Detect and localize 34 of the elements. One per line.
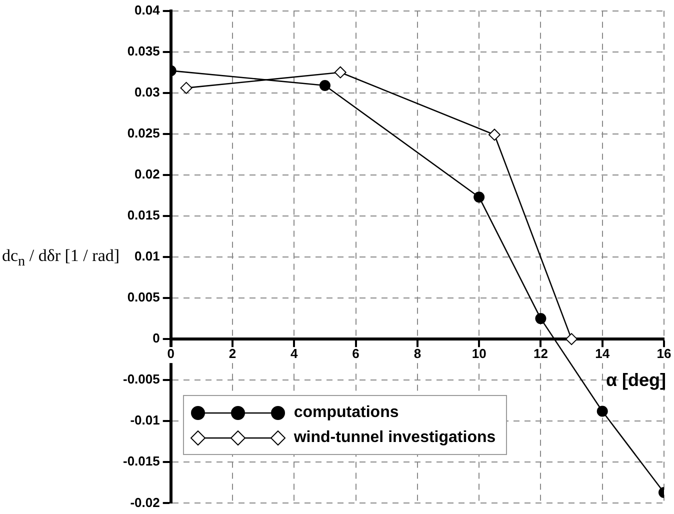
legend-label: wind-tunnel investigations (294, 428, 496, 447)
y-tick-label: 0 (152, 330, 160, 346)
x-axis-title: α [deg] (606, 370, 666, 390)
point (535, 313, 546, 324)
x-tick-label: 12 (533, 346, 548, 362)
y-tick-label: 0.02 (134, 166, 160, 182)
x-tick-label: 8 (414, 346, 422, 362)
x-tick-label: 14 (595, 346, 610, 362)
y-tick-label: 0.015 (127, 208, 160, 223)
y-tick-label: -0.01 (130, 412, 160, 428)
y-tick-label: -0.02 (130, 494, 160, 510)
x-tick-label: 2 (228, 346, 236, 362)
x-tick-label: 0 (167, 346, 174, 362)
y-tick-label: 0.03 (134, 84, 160, 100)
x-tick-label: 6 (352, 346, 360, 362)
y-axis-title: dc$_{n}$ / dδr [1 / rad] (2, 246, 121, 272)
y-tick-label: -0.005 (122, 372, 160, 387)
point (474, 192, 485, 203)
x-tick-label: 10 (472, 346, 486, 362)
point (334, 66, 346, 78)
y-tick-label: 0.04 (134, 2, 161, 18)
point (596, 406, 608, 417)
y-tick-label: 0.035 (127, 43, 160, 58)
y-tick-label: 0.01 (134, 248, 160, 264)
y-tick-label: 0.025 (127, 125, 160, 140)
point (488, 128, 500, 141)
y-tick-label: 0.005 (127, 290, 160, 305)
point (180, 82, 192, 94)
x-tick-label: 4 (290, 346, 299, 362)
legend-label: computations (294, 404, 399, 422)
point (566, 333, 578, 346)
point (319, 80, 330, 91)
y-tick-label: -0.015 (122, 454, 160, 469)
x-tick-label: 16 (656, 346, 672, 362)
